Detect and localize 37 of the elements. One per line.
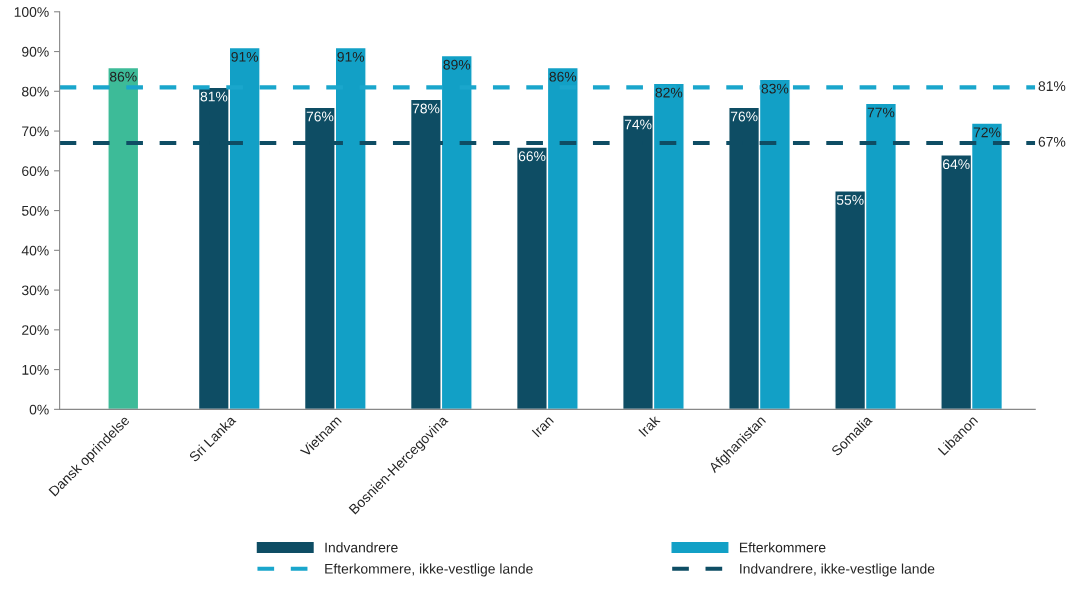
- y-tick-label: 80%: [22, 86, 49, 97]
- data-label: 74%: [624, 119, 652, 130]
- data-label: 91%: [231, 51, 259, 62]
- y-tick-label: 30%: [21, 285, 49, 296]
- bar: [107, 66, 140, 410]
- y-tick-label: 10%: [22, 364, 49, 375]
- y-tick-label: 90%: [22, 46, 49, 57]
- data-label: 91%: [337, 51, 365, 62]
- x-tick-label: Irak: [638, 414, 661, 437]
- y-tick-label: 100%: [14, 7, 49, 17]
- data-label: 72%: [973, 127, 1001, 138]
- data-label: 66%: [518, 151, 546, 162]
- x-tick-label: Iran: [531, 415, 554, 438]
- legend-label: Efterkommere: [740, 542, 826, 553]
- y-tick-label: 50%: [21, 205, 49, 216]
- legend-label: Indvandrere: [325, 542, 398, 553]
- data-label: 55%: [836, 195, 864, 205]
- data-label: 82%: [655, 87, 683, 98]
- y-tick-label: 70%: [22, 126, 49, 137]
- data-label: 89%: [443, 59, 471, 70]
- y-tick-label: 60%: [22, 166, 49, 176]
- data-label: 86%: [549, 71, 577, 82]
- text: 67%: [1038, 136, 1066, 147]
- text: 81%: [1038, 81, 1066, 92]
- data-label: 76%: [306, 111, 334, 122]
- data-label: 81%: [200, 91, 228, 102]
- data-label: 64%: [943, 159, 970, 170]
- data-label: 86%: [109, 71, 137, 82]
- legend-label: Efterkommere, ikke-vestlige lande: [325, 563, 533, 577]
- y-tick-label: 40%: [21, 245, 49, 256]
- data-label: 77%: [867, 107, 895, 118]
- data-label: 83%: [761, 83, 789, 94]
- y-tick-label: 0%: [29, 404, 49, 415]
- data-label: 78%: [412, 103, 440, 114]
- legend-label: Indvandrere, ikke-vestlige lande: [740, 563, 935, 577]
- y-tick-label: 20%: [22, 325, 49, 336]
- data-label: 76%: [730, 111, 758, 122]
